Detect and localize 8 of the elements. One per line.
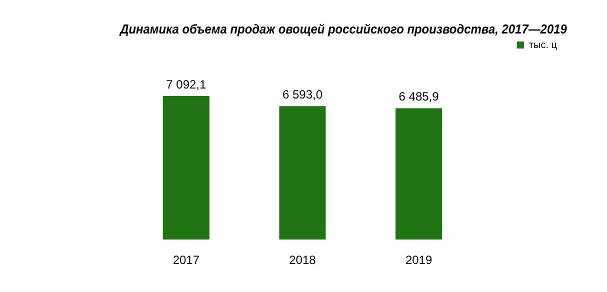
legend-label: тыс. ц	[528, 40, 558, 51]
data-label: 6 593,0	[282, 87, 323, 102]
data-label: 7 092,1	[166, 77, 206, 92]
x-tick-label: 2019	[405, 253, 432, 268]
x-tick-label: 2018	[289, 253, 316, 268]
data-label: 6 485,9	[398, 90, 440, 104]
x-tick-label: 2017	[172, 253, 200, 268]
chart-title: Динамика объема продаж овощей российского производства, 2017—2019	[119, 22, 567, 36]
